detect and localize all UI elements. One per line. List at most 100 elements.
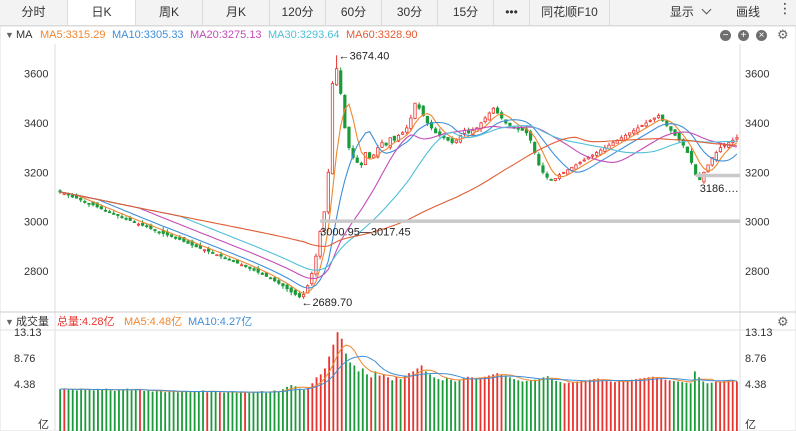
tab-15min[interactable]: 15分: [438, 0, 494, 25]
more-periods-button[interactable]: •••: [494, 0, 530, 25]
axes: 3600 3600 3400 3400 3200 3200 3000 3000 2800 2800…: [14, 69, 773, 431]
volume-bar: [416, 368, 419, 431]
tab-60min[interactable]: 60分: [326, 0, 382, 25]
candle-body: [359, 162, 363, 166]
volume-bar: [387, 377, 389, 431]
volume-bar: [677, 381, 679, 431]
price-tick-left: 2800: [24, 266, 48, 278]
volume-bar: [504, 375, 507, 431]
more-vertical-icon[interactable]: ⋮: [778, 0, 792, 16]
display-label: 显示: [669, 5, 694, 19]
volume-bar: [374, 371, 377, 431]
collapse-triangle-icon[interactable]: ▼: [5, 317, 14, 327]
volume-bar: [639, 378, 642, 431]
volume-bar: [437, 379, 440, 431]
volume-bar: [361, 368, 364, 431]
volume-bar: [349, 362, 352, 431]
volume-bar: [727, 380, 730, 431]
gap-band-lower: [320, 219, 740, 223]
candle-body: [194, 244, 198, 248]
f10-button[interactable]: 同花顺F10: [530, 0, 610, 25]
candle-body: [174, 236, 178, 239]
tab-monthly-k[interactable]: 月K: [203, 0, 270, 25]
volume-bar: [614, 382, 616, 431]
candle-body: [223, 257, 227, 260]
candle-body: [120, 216, 124, 219]
volume-bar: [424, 371, 427, 431]
gear-icon[interactable]: ⚙: [777, 27, 789, 42]
volume-bar: [88, 389, 91, 431]
display-dropdown[interactable]: 显示: [660, 0, 720, 25]
candle-body: [128, 217, 132, 221]
candle-body: [281, 283, 285, 287]
volume-bar: [580, 380, 583, 431]
volume-bar: [403, 375, 406, 431]
volume-bar: [458, 380, 461, 431]
high-annotation: ←3674.40: [339, 50, 390, 62]
candle-body: [487, 112, 491, 121]
collapse-triangle-icon[interactable]: ▼: [5, 30, 14, 40]
candle-body: [202, 249, 207, 252]
volume-tick-right: 4.38: [745, 379, 766, 391]
gap-band-upper: [695, 173, 740, 178]
candle-body: [714, 152, 718, 160]
candle-body: [545, 173, 549, 178]
tab-daily-k[interactable]: 日K: [68, 0, 136, 25]
volume-bar: [609, 381, 612, 431]
tab-120min[interactable]: 120分: [270, 0, 326, 25]
candle-body: [293, 289, 297, 295]
tab-intraday[interactable]: 分时: [0, 0, 68, 25]
candle-body: [409, 117, 413, 129]
candle-body: [240, 264, 244, 267]
candle-body: [685, 146, 690, 153]
volume-bar: [172, 390, 175, 431]
candle-body: [273, 277, 277, 282]
candle-body: [405, 127, 409, 133]
volume-bar: [593, 379, 595, 431]
volume-bar: [269, 392, 272, 431]
candle-body: [252, 268, 256, 271]
candle-body: [83, 201, 87, 203]
volume-bar: [63, 388, 66, 431]
draw-line-button[interactable]: 画线: [735, 5, 760, 19]
volume-bar: [143, 390, 146, 431]
candle-body: [652, 117, 656, 120]
volume-bar: [252, 392, 255, 431]
volume-bar: [176, 392, 179, 431]
candle-body: [103, 209, 108, 212]
volume-bar: [80, 388, 83, 431]
volume-bar: [551, 379, 553, 431]
volume-bar: [735, 381, 738, 431]
volume-bar: [340, 338, 343, 431]
candle-body: [62, 192, 66, 195]
candle-body: [58, 190, 62, 193]
candle-body: [285, 284, 289, 290]
minus-icon[interactable]: −: [720, 30, 731, 41]
volume-bar: [67, 389, 70, 431]
candle-body: [446, 137, 450, 141]
volume-bar: [155, 390, 158, 431]
tab-30min[interactable]: 30分: [382, 0, 438, 25]
tab-weekly-k[interactable]: 周K: [136, 0, 203, 25]
volume-bar: [235, 392, 238, 431]
gear-icon[interactable]: ⚙: [777, 314, 789, 329]
volume-bar: [622, 380, 625, 431]
close-icon[interactable]: ×: [756, 30, 767, 41]
price-tick-right: 3600: [745, 69, 769, 81]
candle-body: [425, 115, 429, 124]
candle-body: [401, 132, 405, 135]
candle-body: [169, 234, 174, 237]
candle-body: [648, 120, 652, 122]
volume-label: 成交量: [16, 316, 49, 328]
candle-body: [376, 147, 380, 158]
volume-bar: [508, 377, 511, 431]
volume-bar: [454, 381, 457, 431]
candle-body: [710, 157, 714, 166]
volume-bar: [113, 390, 116, 431]
plus-icon[interactable]: +: [738, 30, 749, 41]
candle-body: [392, 135, 396, 141]
volume-bar: [445, 377, 448, 431]
volume-bar: [265, 392, 267, 431]
candle-body: [541, 165, 545, 173]
volume-bar: [244, 391, 246, 431]
